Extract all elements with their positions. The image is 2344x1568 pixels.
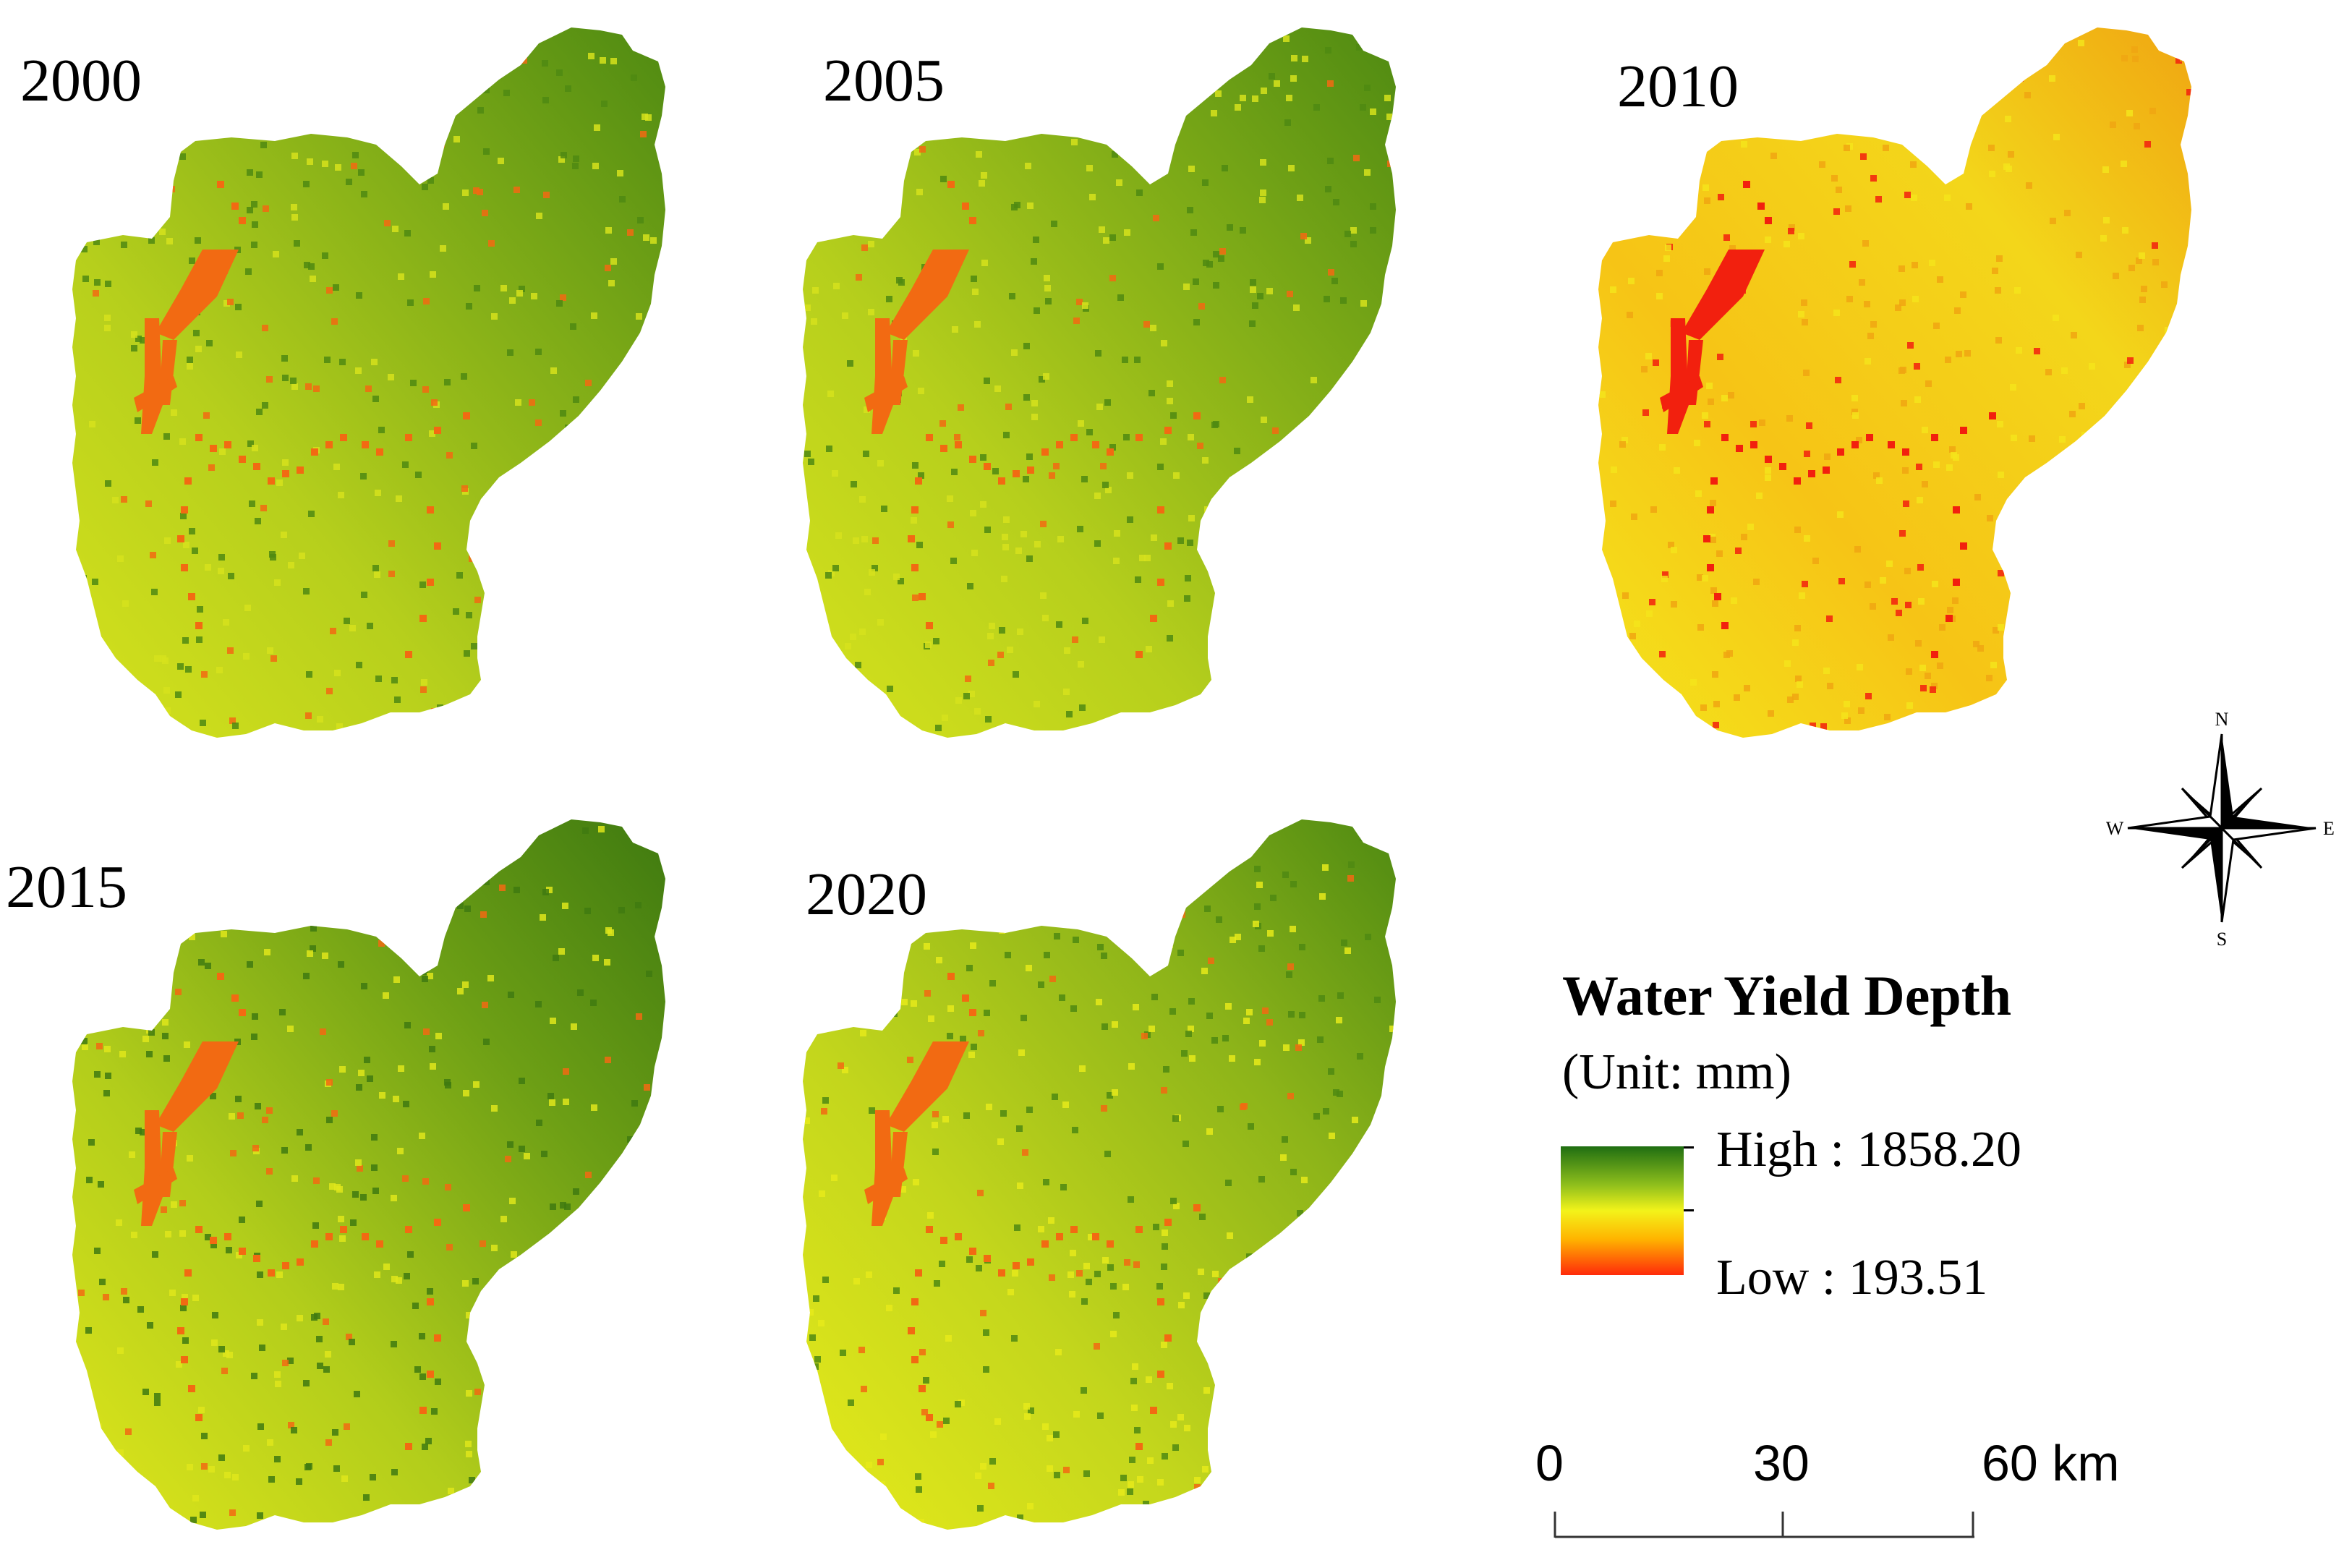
scale-bar xyxy=(1554,1512,1974,1538)
legend-low-label: Low : 193.51 xyxy=(1716,1250,1988,1305)
legend-high-label: High : 1858.20 xyxy=(1716,1122,2021,1177)
river-channel-2020 xyxy=(864,973,1201,1450)
river-channel-2000 xyxy=(134,181,470,658)
map-year-label-2020: 2020 xyxy=(806,861,927,928)
compass-east-letter: E xyxy=(2323,818,2335,839)
map-panel-2005 xyxy=(803,27,1396,738)
map-panel-2010 xyxy=(1598,27,2191,738)
compass-north-letter: N xyxy=(2215,712,2229,730)
legend-color-ramp xyxy=(1561,1146,1684,1275)
river-channel-2010 xyxy=(1660,181,1996,658)
north-arrow-compass: N S E W xyxy=(2106,712,2335,950)
map-year-label-2005: 2005 xyxy=(823,47,945,114)
compass-south-letter: S xyxy=(2217,929,2227,950)
map-year-label-2015: 2015 xyxy=(6,853,127,921)
river-channel-2005 xyxy=(864,181,1201,658)
compass-west-letter: W xyxy=(2106,818,2124,839)
map-year-label-2000: 2000 xyxy=(20,47,142,114)
legend-ramp-tick-mid xyxy=(1684,1209,1694,1211)
legend-title: Water Yield Depth xyxy=(1562,964,2012,1027)
legend-ramp-tick-top xyxy=(1684,1146,1694,1149)
scale-tick-label-0: 0 xyxy=(1535,1435,1564,1491)
legend-unit: (Unit: mm) xyxy=(1562,1044,1791,1100)
map-year-label-2010: 2010 xyxy=(1617,53,1739,120)
map-panel-2000 xyxy=(72,27,665,738)
scale-tick-label-30: 30 xyxy=(1753,1435,1810,1491)
river-channel-2015 xyxy=(134,973,470,1450)
compass-cardinal-points xyxy=(2127,733,2317,923)
map-panel-2015 xyxy=(72,819,665,1530)
scale-tick-label-60: 60 km xyxy=(1982,1435,2120,1491)
